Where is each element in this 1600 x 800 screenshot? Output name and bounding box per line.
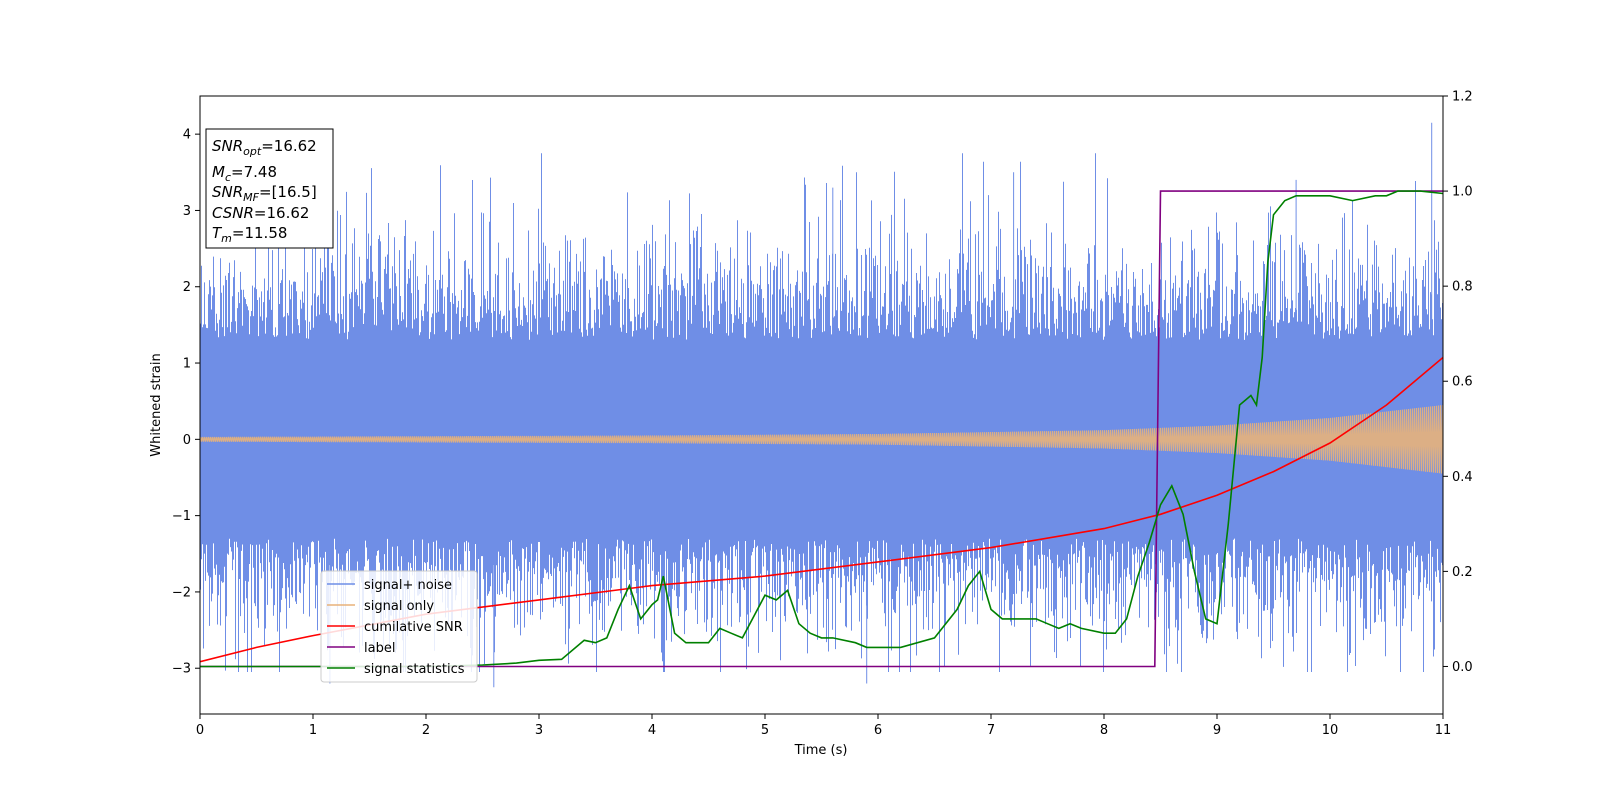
x-axis-label: Time (s) bbox=[794, 743, 848, 758]
x-tick-label: 0 bbox=[196, 723, 204, 738]
legend-frame bbox=[320, 570, 478, 683]
x-tick-label: 3 bbox=[535, 723, 543, 738]
plot-area bbox=[200, 122, 1443, 688]
x-tick-label: 11 bbox=[1435, 723, 1452, 738]
legend: signal+ noise signal only cumilative SNR… bbox=[320, 570, 478, 683]
info-csnr: CSNR=16.62 bbox=[212, 204, 309, 222]
axis-ticks: 0 1 2 3 4 5 6 7 8 9 10 11 −3 −2 −1 0 1 2 3 4 0.0 0.2 0.4 0.6 0.8… bbox=[172, 90, 1473, 739]
x-tick-label: 10 bbox=[1322, 723, 1339, 738]
info-mc: Mc=7.48 bbox=[212, 163, 277, 184]
info-snr-opt: SNRopt=16.62 bbox=[212, 137, 317, 158]
y-left-tick-label: −3 bbox=[172, 662, 191, 677]
y-right-tick-label: 0.0 bbox=[1452, 660, 1473, 675]
x-tick-label: 7 bbox=[987, 723, 995, 738]
y-right-tick-label: 0.2 bbox=[1452, 565, 1473, 580]
legend-label-cumulative-snr: cumilative SNR bbox=[364, 620, 463, 635]
legend-label-signal-only: signal only bbox=[364, 599, 434, 614]
x-tick-label: 4 bbox=[648, 723, 656, 738]
y-right-tick-label: 1.0 bbox=[1452, 185, 1473, 200]
y-left-tick-label: −1 bbox=[172, 509, 191, 524]
x-tick-label: 5 bbox=[761, 723, 769, 738]
y-left-tick-label: 2 bbox=[183, 280, 191, 295]
y-axis-label: Whitened strain bbox=[149, 353, 164, 456]
series-signal-statistics bbox=[200, 190, 1443, 668]
series-label bbox=[200, 190, 1443, 668]
x-tick-label: 9 bbox=[1213, 723, 1221, 738]
y-left-tick-label: 3 bbox=[183, 204, 191, 219]
y-right-tick-label: 0.4 bbox=[1452, 470, 1473, 485]
y-left-tick-label: −2 bbox=[172, 585, 191, 600]
y-left-tick-label: 0 bbox=[183, 433, 191, 448]
legend-label-signal-statistics: signal statistics bbox=[364, 662, 465, 677]
legend-label-label: label bbox=[364, 641, 395, 656]
axes-frame bbox=[199, 95, 1444, 715]
y-right-tick-label: 0.8 bbox=[1452, 280, 1473, 295]
legend-label-signal-noise: signal+ noise bbox=[364, 578, 452, 593]
x-tick-label: 8 bbox=[1100, 723, 1108, 738]
x-tick-label: 6 bbox=[874, 723, 882, 738]
y-left-tick-label: 1 bbox=[183, 357, 191, 372]
y-right-tick-label: 0.6 bbox=[1452, 375, 1473, 390]
x-tick-label: 2 bbox=[422, 723, 430, 738]
y-right-tick-label: 1.2 bbox=[1452, 90, 1473, 105]
info-snr-mf: SNRMF=[16.5] bbox=[212, 183, 317, 204]
x-tick-label: 1 bbox=[309, 723, 317, 738]
y-left-tick-label: 4 bbox=[183, 128, 191, 143]
info-tm: Tm=11.58 bbox=[212, 224, 287, 245]
info-box: SNRopt=16.62 Mc=7.48 SNRMF=[16.5] CSNR=1… bbox=[205, 128, 334, 249]
info-box-frame bbox=[205, 128, 334, 249]
